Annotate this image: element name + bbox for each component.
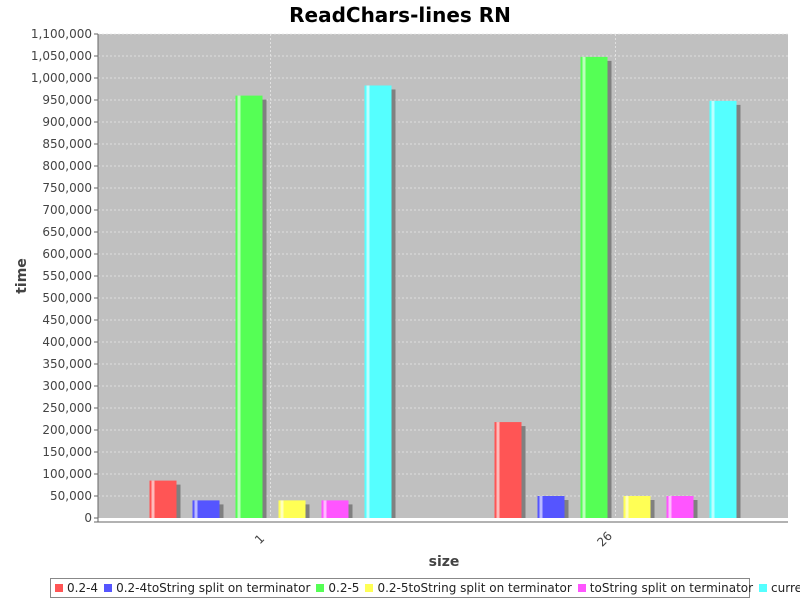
- y-tick-label: 250,000: [42, 401, 92, 415]
- legend-label: toString split on terminator: [589, 581, 754, 595]
- chart-title: ReadChars-lines RN: [289, 3, 511, 27]
- y-tick-label: 0: [84, 511, 92, 525]
- y-tick-label: 100,000: [42, 467, 92, 481]
- y-tick-label: 800,000: [42, 159, 92, 173]
- bar-highlight: [194, 500, 198, 518]
- bar-highlight: [582, 56, 586, 518]
- legend-item: toString split on terminator: [577, 581, 754, 595]
- legend-swatch: [759, 584, 768, 592]
- bar-highlight: [323, 500, 327, 518]
- bar-highlight: [625, 496, 629, 518]
- legend-swatch: [316, 584, 325, 592]
- legend-item: 0.2-4toString split on terminator: [104, 581, 310, 595]
- bar-highlight: [711, 100, 715, 518]
- y-tick-label: 550,000: [42, 269, 92, 283]
- axes: [94, 34, 788, 523]
- bar-highlight: [151, 480, 155, 518]
- x-tick-label: 26: [594, 529, 615, 550]
- y-tick-label: 200,000: [42, 423, 92, 437]
- y-tick-label: 700,000: [42, 203, 92, 217]
- y-tick-label: 500,000: [42, 291, 92, 305]
- y-ticks: 0 50,000 100,000 150,000 200,000 250,000 300,0…: [31, 27, 98, 525]
- x-ticks: 1 26: [252, 529, 615, 550]
- legend-item: 0.2-4: [55, 581, 98, 595]
- legend-item: 0.2-5toString split on terminator: [365, 581, 572, 595]
- y-tick-label: 650,000: [42, 225, 92, 239]
- y-tick-label: 950,000: [42, 93, 92, 107]
- y-tick-label: 150,000: [42, 445, 92, 459]
- grid: [98, 33, 788, 518]
- bar: [321, 500, 349, 518]
- bar-highlight: [280, 500, 284, 518]
- legend-swatch: [55, 584, 63, 592]
- legend-label: 0.2-5toString split on terminator: [377, 581, 572, 595]
- legend-label: 0.2-4toString split on terminator: [116, 581, 311, 595]
- y-tick-label: 300,000: [42, 379, 92, 393]
- x-tick-label: 1: [252, 532, 267, 547]
- bar-highlight: [366, 85, 370, 518]
- legend-label: current: [771, 581, 800, 595]
- y-tick-label: 400,000: [42, 335, 92, 349]
- legend-swatch: [577, 584, 586, 592]
- bar-highlight: [539, 496, 543, 518]
- y-tick-label: 850,000: [42, 137, 92, 151]
- legend-label: 0.2-4: [67, 581, 99, 595]
- bar: [666, 496, 694, 518]
- bar: [623, 496, 651, 518]
- y-tick-label: 1,050,000: [31, 49, 92, 63]
- y-tick-label: 1,100,000: [31, 27, 92, 41]
- y-axis-label: time: [14, 258, 30, 294]
- x-axis-label: size: [429, 554, 460, 570]
- y-tick-label: 350,000: [42, 357, 92, 371]
- legend-item: 0.2-5: [316, 581, 359, 595]
- bar: [192, 500, 220, 518]
- legend-label: 0.2-5: [328, 581, 360, 595]
- y-tick-label: 900,000: [42, 115, 92, 129]
- bar: [278, 500, 306, 518]
- bar-highlight: [237, 95, 241, 518]
- y-tick-label: 1,000,000: [31, 71, 92, 85]
- bar: [537, 496, 565, 518]
- legend-item: current: [759, 581, 800, 595]
- bars: [149, 56, 741, 518]
- y-tick-label: 600,000: [42, 247, 92, 261]
- legend-swatch: [365, 584, 374, 592]
- bar-highlight: [668, 496, 672, 518]
- y-tick-label: 450,000: [42, 313, 92, 327]
- y-tick-label: 50,000: [50, 489, 92, 503]
- legend-swatch: [104, 584, 113, 592]
- y-tick-label: 750,000: [42, 181, 92, 195]
- bar-highlight: [496, 422, 500, 518]
- legend: 0.2-4 0.2-4toString split on terminator 0.…: [50, 578, 800, 598]
